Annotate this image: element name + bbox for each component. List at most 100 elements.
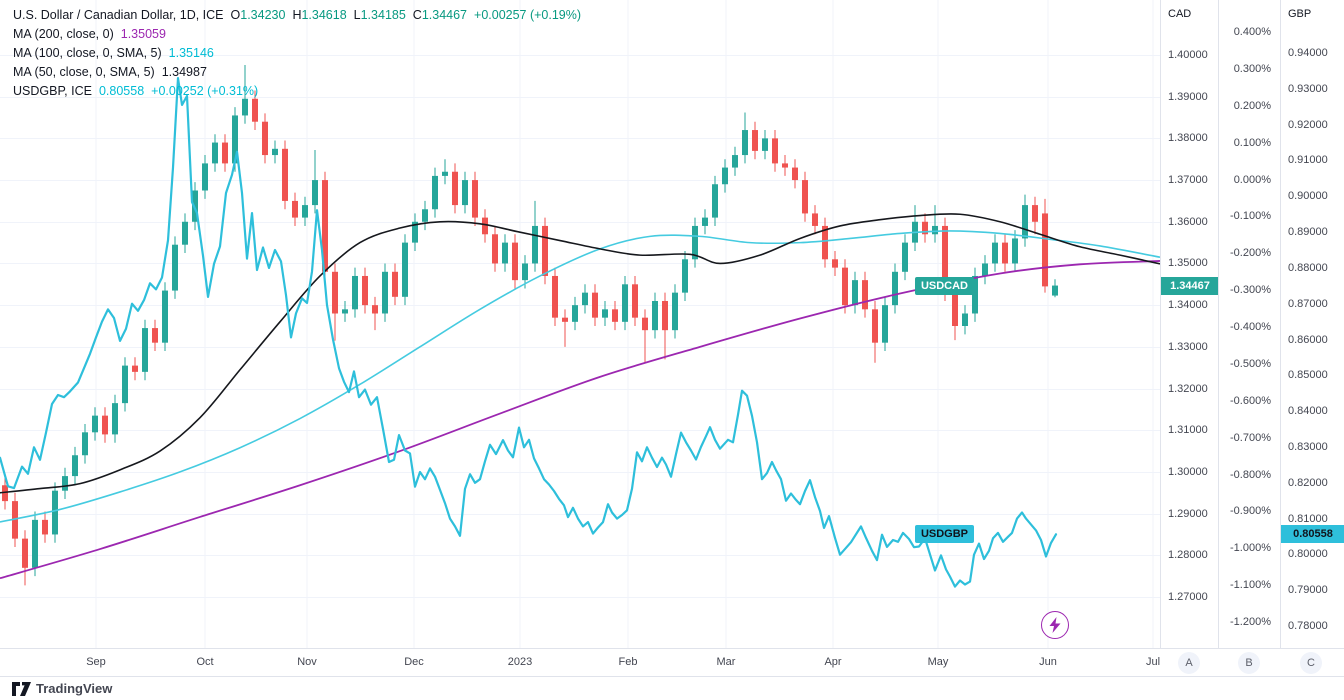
time-axis-label: Apr [824,656,842,668]
time-axis-label: Jul [1145,656,1160,668]
pct-axis-tick: 0.400% [1233,26,1271,38]
ohlc-value: 1.34185 [360,8,406,22]
usdgbp-label: USDGBP, ICE [13,84,92,98]
pct-axis-tick: -0.200% [1230,247,1271,260]
ma100-line [0,230,1160,523]
cad-price-axis[interactable]: CAD 1.40000 1.39000 1.38000 1.37000 1.36000 1… [1160,0,1219,676]
gbp-axis-tick: 0.81000 [1288,512,1328,525]
ma200-line [0,260,1160,580]
pct-axis-tick: -0.400% [1230,321,1271,333]
ma200-label: MA (200, close, 0) [13,27,114,41]
gbp-axis-tick: 0.78000 [1288,620,1328,632]
cad-axis-tick: 1.33000 [1168,340,1208,353]
legend-ma200-row[interactable]: MA (200, close, 0) 1.35059 [13,25,581,44]
gbp-axis-tick: 0.83000 [1288,440,1328,453]
cad-axis-tick: 1.27000 [1168,591,1208,603]
time-axis[interactable]: Sep Oct Nov Dec 2023 Feb Mar Apr May Jun Jul A B C [0,648,1344,677]
time-axis-label: Mar [716,656,736,668]
gbp-axis-tick: 0.84000 [1288,405,1328,418]
legend-ma50-row[interactable]: MA (50, close, 0, SMA, 5) 1.34987 [13,63,581,82]
time-axis-label: Oct [196,656,214,668]
pct-axis-tick: -1.200% [1230,616,1271,628]
ma100-value: 1.35146 [168,46,214,60]
gbp-axis-tick: 0.86000 [1288,333,1328,346]
pct-axis-tick: -1.000% [1230,542,1271,555]
tradingview-logo-text: TradingView [36,681,113,696]
ma50-value: 1.34987 [161,65,207,79]
cad-axis-tick: 1.32000 [1168,382,1208,395]
gbp-axis-tick: 0.88000 [1288,261,1328,274]
ma50-label: MA (50, close, 0, SMA, 5) [13,65,155,79]
pct-axis-tick: -0.600% [1230,394,1271,407]
cad-axis-tick: 1.40000 [1168,49,1208,61]
gbp-axis-tick: 0.94000 [1288,47,1328,59]
cad-axis-tick: 1.38000 [1168,132,1208,145]
flash-events-button[interactable] [1041,611,1069,639]
usdgbp-series-tag: USDGBP [914,525,974,544]
cad-axis-tick: 1.29000 [1168,507,1208,520]
lightning-icon [1049,617,1061,633]
gbp-axis-tick: 0.91000 [1288,154,1328,167]
gbp-price-axis[interactable]: GBP 0.94000 0.93000 0.92000 0.91000 0.90000 0… [1280,0,1344,676]
gbp-axis-tick: 0.93000 [1288,82,1328,95]
usdcad-last-price-label: 1.34467 [1161,276,1219,295]
symbol-change: +0.00257 (+0.19%) [474,8,582,22]
cad-axis-tick: 1.30000 [1168,465,1208,478]
ohlc-letter: L [353,8,361,22]
ohlc-letter: C [412,8,422,22]
usdcad-series-tag: USDCAD [914,276,974,295]
ohlc-value: 1.34467 [421,8,468,22]
chart-canvas[interactable] [0,0,1160,648]
axis-b-button[interactable]: B [1238,652,1260,674]
symbol-title: U.S. Dollar / Canadian Dollar, 1D, ICE [13,8,224,22]
usdcad-candles [2,65,1058,586]
cad-axis-tick: 1.37000 [1168,174,1208,187]
usdgbp-line [0,76,1058,588]
gbp-axis-tick: 0.85000 [1288,369,1328,382]
gbp-axis-header: GBP [1288,8,1312,20]
time-axis-label: May [927,656,949,668]
gridlines [0,0,1160,648]
cad-axis-tick: 1.35000 [1168,257,1208,270]
legend-symbol-row[interactable]: U.S. Dollar / Canadian Dollar, 1D, ICE O… [13,6,581,25]
tradingview-logo[interactable]: TradingView [12,681,112,696]
gbp-axis-tick: 0.82000 [1288,476,1328,489]
cad-axis-tick: 1.34000 [1168,299,1208,312]
usdgbp-value: 0.80558 [98,84,145,98]
ohlc-letter: H [292,8,302,22]
pct-axis-tick: 0.000% [1233,173,1271,186]
ohlc-value: 1.34618 [301,8,347,22]
cad-axis-tick: 1.36000 [1168,215,1208,228]
bottom-toolbar: TradingView [0,676,1344,700]
time-axis-label: Nov [297,656,317,668]
pct-axis-tick: 0.300% [1233,62,1271,75]
pct-axis-tick: -0.100% [1230,210,1271,223]
chart-legend: U.S. Dollar / Canadian Dollar, 1D, ICE O… [13,6,581,101]
ma200-value: 1.35059 [120,27,166,41]
gbp-axis-tick: 0.79000 [1288,584,1328,597]
legend-ma100-row[interactable]: MA (100, close, 0, SMA, 5) 1.35146 [13,44,581,63]
time-axis-label: Sep [86,656,106,668]
pct-axis-tick: -0.800% [1230,468,1271,481]
tradingview-logo-icon [12,681,31,696]
pct-axis-tick: -0.300% [1230,284,1271,297]
pct-axis-tick: 0.100% [1233,136,1271,149]
pct-axis-tick: -1.100% [1230,579,1271,592]
ma100-label: MA (100, close, 0, SMA, 5) [13,46,162,60]
legend-compare-row[interactable]: USDGBP, ICE 0.80558 +0.00252 (+0.31%) [13,82,581,101]
pct-axis-tick: -0.900% [1230,505,1271,518]
percent-change-axis[interactable]: 0.400% 0.300% 0.200% 0.100% 0.000% -0.100% -0.… [1218,0,1281,676]
ohlc-value: 1.34230 [240,8,286,22]
gbp-axis-tick: 0.80000 [1288,548,1328,561]
price-chart-pane[interactable]: U.S. Dollar / Canadian Dollar, 1D, ICE O… [0,0,1160,648]
axis-a-button[interactable]: A [1178,652,1200,674]
gbp-axis-tick: 0.87000 [1288,297,1328,310]
cad-axis-tick: 1.28000 [1168,549,1208,562]
time-axis-label: 2023 [507,656,533,668]
axis-c-button[interactable]: C [1300,652,1322,674]
time-axis-label: Feb [618,656,638,668]
ma50-line [0,213,1160,494]
gbp-axis-tick: 0.89000 [1288,226,1328,239]
pct-axis-tick: 0.200% [1233,99,1271,112]
gbp-axis-tick: 0.92000 [1288,118,1328,131]
